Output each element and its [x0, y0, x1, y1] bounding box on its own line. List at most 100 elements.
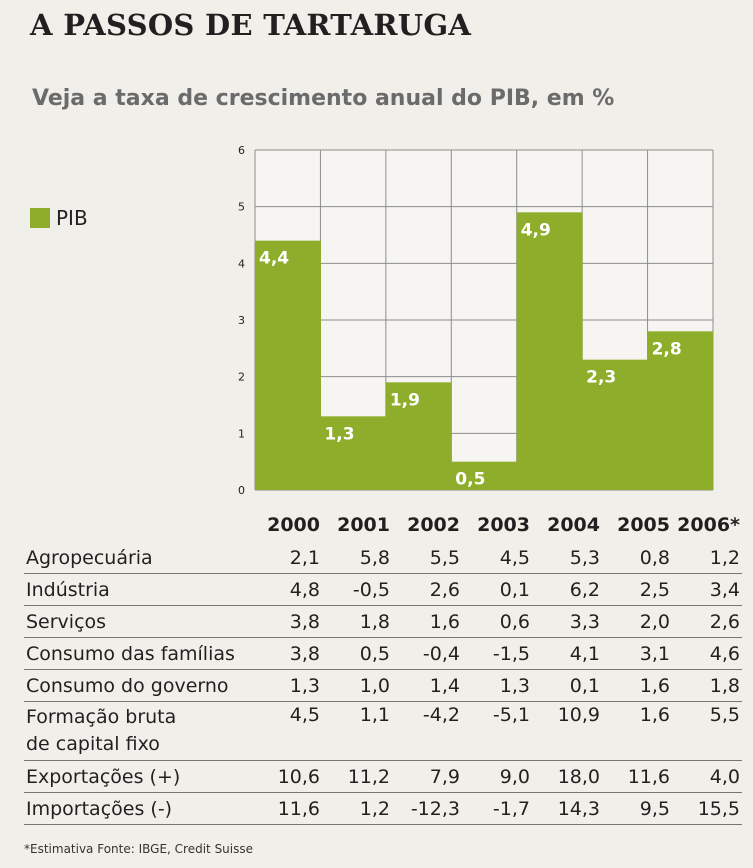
data-table: 2000 2001 2002 2003 2004 2005 2006* Agro… [24, 508, 742, 825]
table-cell: 3,8 [252, 605, 322, 638]
row-label-text: Exportações (+) [26, 765, 181, 788]
row-label: Agropecuária [24, 542, 252, 574]
table-row: Consumo do governo 1,3 1,0 1,4 1,3 0,1 1,6 1,8 [24, 669, 742, 702]
bar-value-label: 0,5 [455, 470, 485, 490]
year-header: 2003 [477, 514, 530, 536]
table-cell: -0,4 [392, 637, 462, 670]
table-cell: 1,6 [602, 669, 672, 702]
table-cell: 1,8 [672, 669, 742, 702]
y-tick-label: 5 [238, 201, 245, 214]
year-header: 2005 [617, 514, 670, 536]
table-cell: 0,5 [322, 637, 392, 670]
row-label: Formação bruta de capital fixo [24, 701, 252, 761]
table-row: Importações (-) 11,6 1,2 -12,3 -1,7 14,3 9,5 15… [24, 792, 742, 825]
bar-value-label: 2,8 [652, 339, 682, 359]
table-header-row: 2000 2001 2002 2003 2004 2005 2006* [24, 508, 742, 542]
row-label: Importações (-) [24, 792, 252, 825]
year-header: 2000 [267, 514, 320, 536]
y-tick-label: 4 [238, 257, 245, 270]
bar-value-label: 2,3 [586, 368, 616, 388]
year-header: 2004 [547, 514, 600, 536]
bar [320, 416, 387, 490]
row-label-text: Importações (-) [26, 797, 173, 820]
table-cell: 1,1 [322, 701, 392, 761]
bar [385, 382, 452, 490]
table-cell: 10,9 [532, 701, 602, 761]
row-label-text-2: de capital fixo [26, 733, 160, 755]
y-tick-label: 1 [238, 427, 245, 440]
y-tick-label: 2 [238, 371, 245, 384]
row-label-text: Serviços [26, 610, 107, 633]
table-cell: 2,1 [252, 542, 322, 574]
table-row: Serviços 3,8 1,8 1,6 0,6 3,3 2,0 2,6 [24, 605, 742, 638]
year-header: 2006* [677, 514, 740, 536]
table-cell: 1,6 [392, 605, 462, 638]
table-cell: 4,8 [252, 573, 322, 606]
table-cell: 2,6 [672, 605, 742, 638]
legend: PIB [30, 206, 88, 230]
table-row: Consumo das famílias 3,8 0,5 -0,4 -1,5 4,1 3,1… [24, 637, 742, 670]
bar [516, 212, 583, 491]
y-tick-label: 3 [238, 314, 245, 327]
row-label-text: Formação bruta [26, 706, 177, 728]
table-cell: 9,0 [462, 760, 532, 793]
table-cell: 3,4 [672, 573, 742, 606]
row-label: Consumo das famílias [24, 637, 252, 670]
table-cell: 4,0 [672, 760, 742, 793]
row-label-text: Consumo das famílias [26, 642, 235, 665]
table-cell: 4,6 [672, 637, 742, 670]
table-cell: 5,8 [322, 542, 392, 574]
table-cell: 14,3 [532, 792, 602, 825]
table-cell: 2,0 [602, 605, 672, 638]
table-cell: 0,6 [462, 605, 532, 638]
bar [451, 461, 518, 490]
y-tick-label: 6 [238, 144, 245, 157]
table-cell: 2,5 [602, 573, 672, 606]
table-row: Exportações (+) 10,6 11,2 7,9 9,0 18,0 11,6 4,0 [24, 760, 742, 793]
table-cell: 7,9 [392, 760, 462, 793]
table-cell: 0,8 [602, 542, 672, 574]
table-cell: -12,3 [392, 792, 462, 825]
table-cell: 1,2 [672, 542, 742, 574]
table-cell: 6,2 [532, 573, 602, 606]
table-corner [24, 508, 252, 542]
y-tick-label: 0 [238, 484, 245, 497]
table-cell: 5,3 [532, 542, 602, 574]
table-cell: 9,5 [602, 792, 672, 825]
row-label: Indústria [24, 573, 252, 606]
table-cell: 4,5 [252, 701, 322, 761]
bar [255, 240, 321, 490]
table-cell: -1,5 [462, 637, 532, 670]
table-cell: 2,6 [392, 573, 462, 606]
row-label-text: Indústria [26, 578, 110, 601]
table-cell: 4,5 [462, 542, 532, 574]
table-cell: 0,1 [532, 669, 602, 702]
bar-value-label: 1,3 [324, 424, 354, 444]
table-cell: 1,3 [252, 669, 322, 702]
table-cell: 10,6 [252, 760, 322, 793]
table-row: Formação bruta de capital fixo 4,5 1,1 -4,2-… [24, 701, 742, 761]
table-cell: -1,7 [462, 792, 532, 825]
table-cell: 5,5 [672, 701, 742, 761]
table-cell: 3,8 [252, 637, 322, 670]
bar [582, 359, 649, 490]
table-cell: 1,2 [322, 792, 392, 825]
row-label: Exportações (+) [24, 760, 252, 793]
year-header: 2002 [407, 514, 460, 536]
row-label-text: Agropecuária [26, 546, 153, 569]
year-header: 2001 [337, 514, 390, 536]
chart-subtitle: Veja a taxa de crescimento anual do PIB,… [32, 86, 615, 111]
table-cell: 11,6 [252, 792, 322, 825]
legend-label: PIB [56, 206, 88, 230]
table-cell: 4,1 [532, 637, 602, 670]
bar-value-label: 4,4 [259, 249, 289, 269]
table-cell: 11,6 [602, 760, 672, 793]
footnote: *Estimativa Fonte: IBGE, Credit Suisse [24, 842, 254, 856]
table-cell: 11,2 [322, 760, 392, 793]
row-label: Consumo do governo [24, 669, 252, 702]
chart-title: A PASSOS DE TARTARUGA [30, 8, 472, 42]
table-cell: 3,3 [532, 605, 602, 638]
table-cell: 5,5 [392, 542, 462, 574]
bar-chart: 0 1 2 3 4 5 6 4,4 1,3 1,9 0,5 4,9 2,3 2,8 [238, 144, 714, 497]
table-row: Indústria 4,8 -0,5 2,6 0,1 6,2 2,5 3,4 [24, 573, 742, 606]
